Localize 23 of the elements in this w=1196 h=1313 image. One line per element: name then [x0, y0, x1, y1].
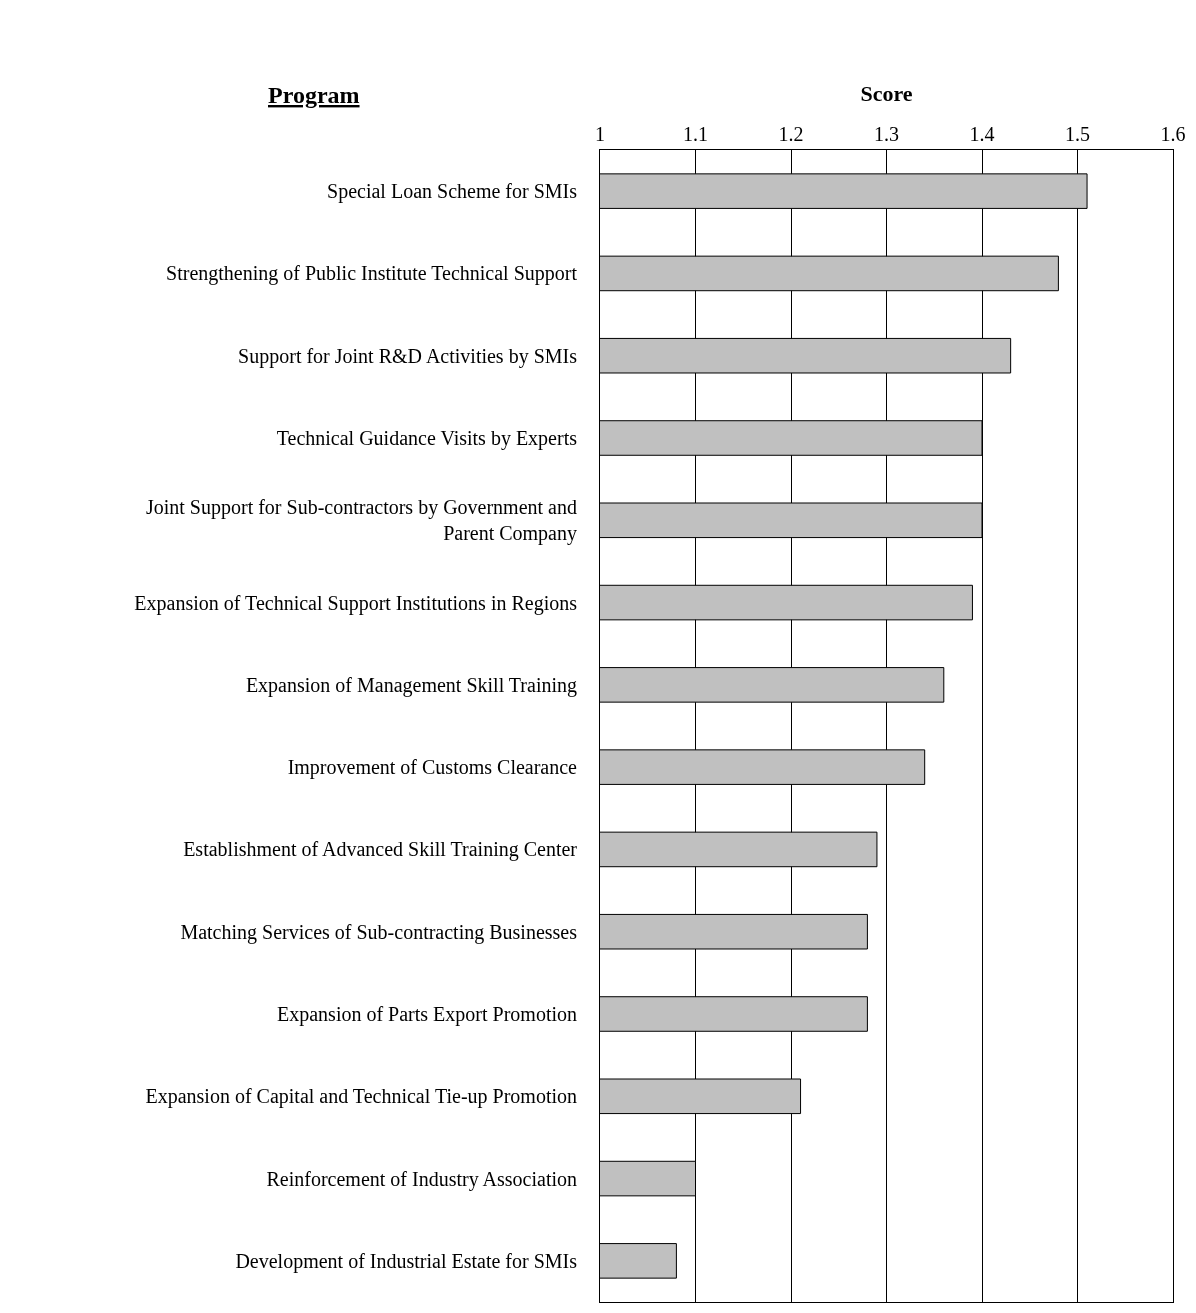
- y-tick-label: Expansion of Capital and Technical Tie-up Promotion: [145, 1085, 577, 1109]
- y-tick-label: Development of Industrial Estate for SMIs: [235, 1249, 578, 1273]
- x-tick-label: 1.1: [683, 123, 708, 145]
- y-tick-label: Expansion of Technical Support Institutions in Regions: [134, 591, 578, 615]
- x-tick-label: 1.4: [969, 123, 995, 145]
- x-tick-label: 1.3: [874, 123, 899, 145]
- y-tick-label: Reinforcement of Industry Association: [266, 1167, 577, 1191]
- y-tick-label: Expansion of Management Skill Training: [245, 673, 577, 697]
- x-tick-label: 1.2: [778, 123, 804, 145]
- y-tick-label: Technical Guidance Visits by Experts: [276, 427, 578, 450]
- y-tick-label: Improvement of Customs Clearance: [287, 756, 578, 780]
- x-tick-label: 1.6: [1160, 123, 1186, 145]
- y-tick-label: Strengthening of Public Institute Technical Support: [166, 262, 578, 286]
- y-tick-label: Establishment of Advanced Skill Training Center: [183, 838, 578, 862]
- y-tick-label: Expansion of Parts Export Promotion: [277, 1003, 577, 1026]
- y-tick-label: Special Loan Scheme for SMIs: [327, 180, 578, 204]
- x-tick-label: 1: [595, 123, 605, 145]
- x-tick-label: 1.5: [1065, 123, 1090, 145]
- y-tick-label: Matching Services of Sub-contracting Businesses: [180, 920, 578, 944]
- y-axis-title: Program: [268, 82, 360, 108]
- y-tick-label: Joint Support for Sub-contractors by Government and Parent Company: [145, 496, 577, 546]
- x-axis-title: Score: [860, 80, 913, 106]
- y-tick-label: Support for Joint R&D Activities by SMIs: [238, 344, 578, 368]
